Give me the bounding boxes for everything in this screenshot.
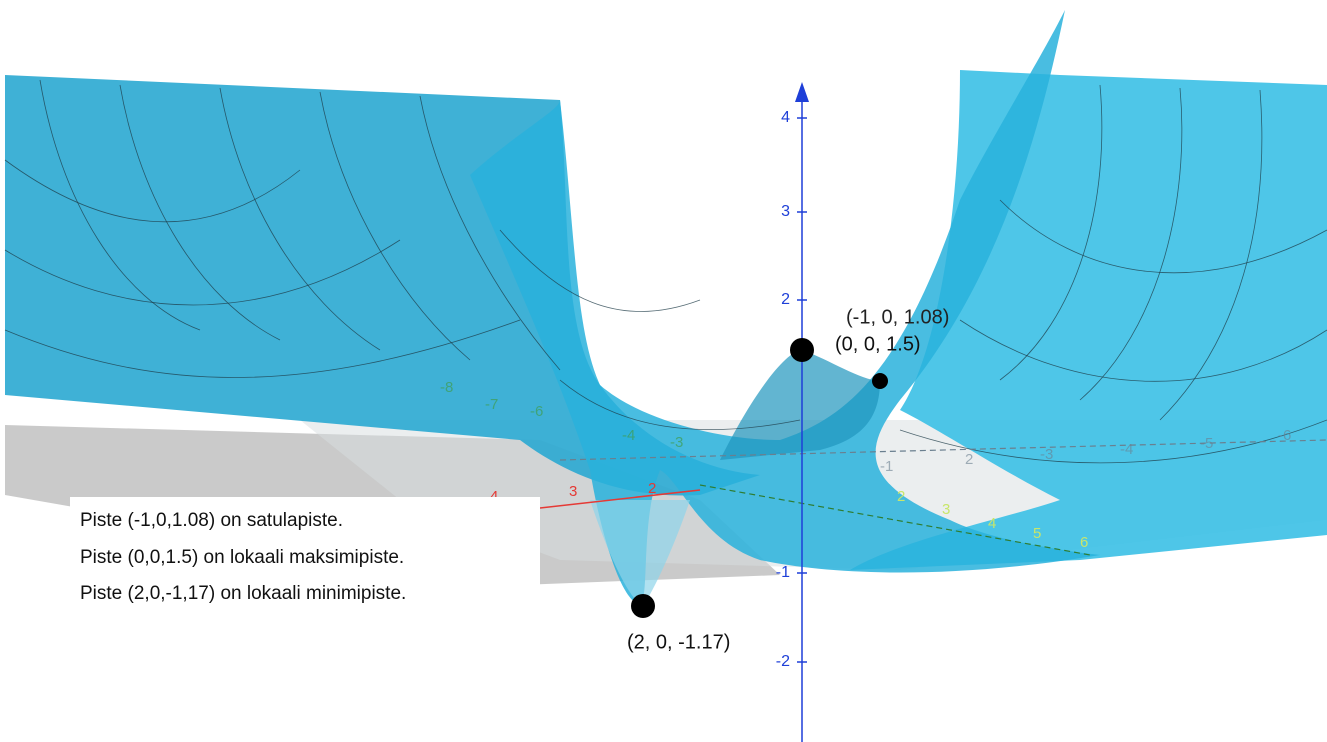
y-tick-label: 2 <box>897 488 905 505</box>
body: 432-1-2 43223456-8-7-6-4-3-12-3-4-5-6 (-… <box>0 0 1327 742</box>
y-tick-label: -4 <box>622 427 635 444</box>
y-tick-label: -8 <box>440 379 453 396</box>
grid-label: -1 <box>880 458 893 475</box>
y-tick-label: 5 <box>1033 525 1041 542</box>
grid-label: -3 <box>1040 446 1053 463</box>
y-tick-label: 6 <box>1080 534 1088 551</box>
info-line: Piste (0,0,1.5) on lokaali maksimipiste. <box>80 547 404 568</box>
y-tick-label: 3 <box>942 501 950 518</box>
point-label: (-1, 0, 1.08) <box>846 306 949 328</box>
x-tick-label: 2 <box>648 480 656 497</box>
graphics-3d-view: 432-1-2 43223456-8-7-6-4-3-12-3-4-5-6 (-… <box>0 0 1327 742</box>
y-tick-label: 4 <box>988 515 996 532</box>
point-saddle[interactable] <box>872 373 888 389</box>
z-tick-label: 2 <box>781 291 790 308</box>
grid-label: -5 <box>1200 435 1213 452</box>
z-axis-arrow <box>795 82 809 102</box>
z-tick-label: -2 <box>776 653 790 670</box>
point-maximum[interactable] <box>790 338 814 362</box>
z-tick-label: -1 <box>776 564 790 581</box>
info-line: Piste (2,0,-1,17) on lokaali minimipiste… <box>80 583 406 604</box>
point-minimum[interactable] <box>631 594 655 618</box>
grid-label: -6 <box>1278 427 1291 444</box>
y-tick-label: -3 <box>670 434 683 451</box>
x-tick-label: 3 <box>569 483 577 500</box>
grid-label: 2 <box>965 451 973 468</box>
info-line: Piste (-1,0,1.08) on satulapiste. <box>80 510 343 531</box>
z-tick-label: 4 <box>781 109 790 126</box>
point-label: (2, 0, -1.17) <box>627 631 730 653</box>
grid-label: -4 <box>1120 441 1133 458</box>
page: 3D surface view { "z_axis_labels": ["4",… <box>0 0 1327 742</box>
y-tick-label: -6 <box>530 403 543 420</box>
y-tick-label: -7 <box>485 396 498 413</box>
point-label: (0, 0, 1.5) <box>835 333 921 355</box>
z-tick-label: 3 <box>781 203 790 220</box>
